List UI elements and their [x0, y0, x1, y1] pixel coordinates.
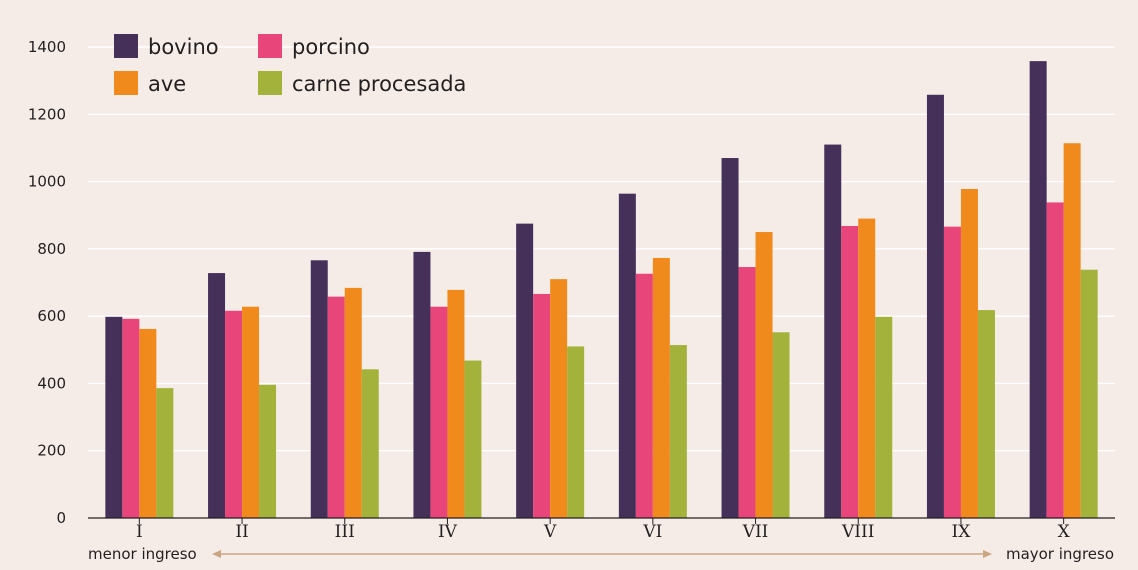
- y-tick-label: 600: [37, 307, 66, 325]
- bar-bovino-I: [105, 316, 123, 518]
- bar-porcino-IX: [943, 226, 961, 518]
- legend-swatch-ave: [114, 71, 138, 95]
- x-tick-label: VII: [742, 522, 769, 542]
- bar-bovino-IV: [413, 251, 431, 518]
- bar-ave-I: [139, 328, 157, 518]
- bar-bovino-IX: [926, 94, 944, 518]
- y-tick-label: 1400: [28, 38, 66, 56]
- legend: bovino porcino ave carne procesada: [114, 34, 466, 96]
- bar-ave-IV: [447, 289, 465, 518]
- bar-porcino-II: [225, 310, 243, 518]
- bar-ave-X: [1063, 143, 1081, 518]
- y-tick-label: 800: [37, 240, 66, 258]
- bar-ave-VIII: [858, 218, 876, 519]
- x-tick-label: VIII: [841, 522, 874, 542]
- legend-swatch-carne-procesada: [258, 71, 282, 95]
- bar-ave-II: [242, 306, 260, 518]
- y-axis: 0 200 400 600 800 1000 1200 1400: [28, 38, 66, 527]
- bar-bovino-V: [516, 223, 534, 518]
- bar-porcino-I: [122, 318, 140, 518]
- bar-carne-procesada-V: [567, 346, 585, 518]
- y-tick-label: 400: [37, 374, 66, 392]
- bar-carne-procesada-VI: [669, 345, 687, 518]
- legend-label-porcino: porcino: [292, 35, 370, 59]
- legend-label-carne-procesada: carne procesada: [292, 72, 466, 96]
- bar-bovino-X: [1029, 61, 1047, 518]
- bar-bovino-VI: [618, 193, 636, 518]
- bar-ave-V: [550, 279, 568, 518]
- bar-porcino-III: [327, 296, 345, 518]
- y-tick-label: 1000: [28, 173, 66, 191]
- bar-bovino-VIII: [824, 144, 842, 519]
- bar-porcino-IV: [430, 306, 448, 518]
- y-tick-label: 200: [37, 442, 66, 460]
- y-tick-label: 1200: [28, 105, 66, 123]
- bar-carne-procesada-IX: [977, 310, 995, 518]
- bar-porcino-VI: [635, 273, 653, 518]
- y-tick-label: 0: [56, 509, 66, 527]
- bar-carne-procesada-II: [259, 384, 277, 518]
- bar-porcino-VIII: [841, 225, 859, 519]
- x-tick-label: I: [136, 522, 143, 542]
- x-tick-label: V: [543, 522, 557, 542]
- bar-ave-IX: [960, 188, 978, 519]
- range-label-high: mayor ingreso: [1006, 545, 1114, 563]
- bars: [105, 61, 1098, 519]
- legend-label-bovino: bovino: [148, 35, 219, 59]
- range-label-low: menor ingreso: [88, 545, 197, 563]
- x-axis: I II III IV V VI VII VIII IX X: [136, 518, 1071, 542]
- income-range-indicator: menor ingreso mayor ingreso: [88, 545, 1114, 563]
- arrow-left-icon: [212, 550, 221, 558]
- arrow-right-icon: [983, 550, 992, 558]
- bar-bovino-VII: [721, 158, 739, 518]
- x-tick-label: II: [235, 522, 248, 542]
- x-tick-label: IX: [952, 522, 972, 542]
- legend-swatch-porcino: [258, 34, 282, 58]
- x-tick-label: IV: [438, 522, 458, 542]
- bar-bovino-II: [208, 273, 226, 518]
- legend-swatch-bovino: [114, 34, 138, 58]
- bar-carne-procesada-X: [1080, 269, 1098, 518]
- bar-ave-VI: [652, 257, 670, 518]
- bar-porcino-V: [533, 293, 551, 518]
- x-tick-label: III: [335, 522, 355, 542]
- legend-label-ave: ave: [148, 72, 186, 96]
- bar-ave-VII: [755, 232, 773, 519]
- bar-carne-procesada-I: [156, 388, 174, 518]
- bar-porcino-VII: [738, 267, 756, 518]
- bar-carne-procesada-VII: [772, 332, 790, 518]
- x-tick-label: X: [1058, 522, 1071, 542]
- x-tick-label: VI: [642, 522, 662, 542]
- bar-porcino-X: [1046, 202, 1064, 518]
- bar-ave-III: [344, 287, 362, 518]
- bar-carne-procesada-III: [361, 369, 379, 518]
- bar-carne-procesada-IV: [464, 360, 482, 518]
- bar-bovino-III: [310, 260, 328, 518]
- bar-carne-procesada-VIII: [875, 316, 893, 518]
